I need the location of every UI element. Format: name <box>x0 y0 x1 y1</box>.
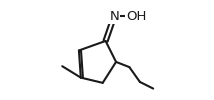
Text: N: N <box>109 10 119 23</box>
Text: OH: OH <box>126 10 147 23</box>
